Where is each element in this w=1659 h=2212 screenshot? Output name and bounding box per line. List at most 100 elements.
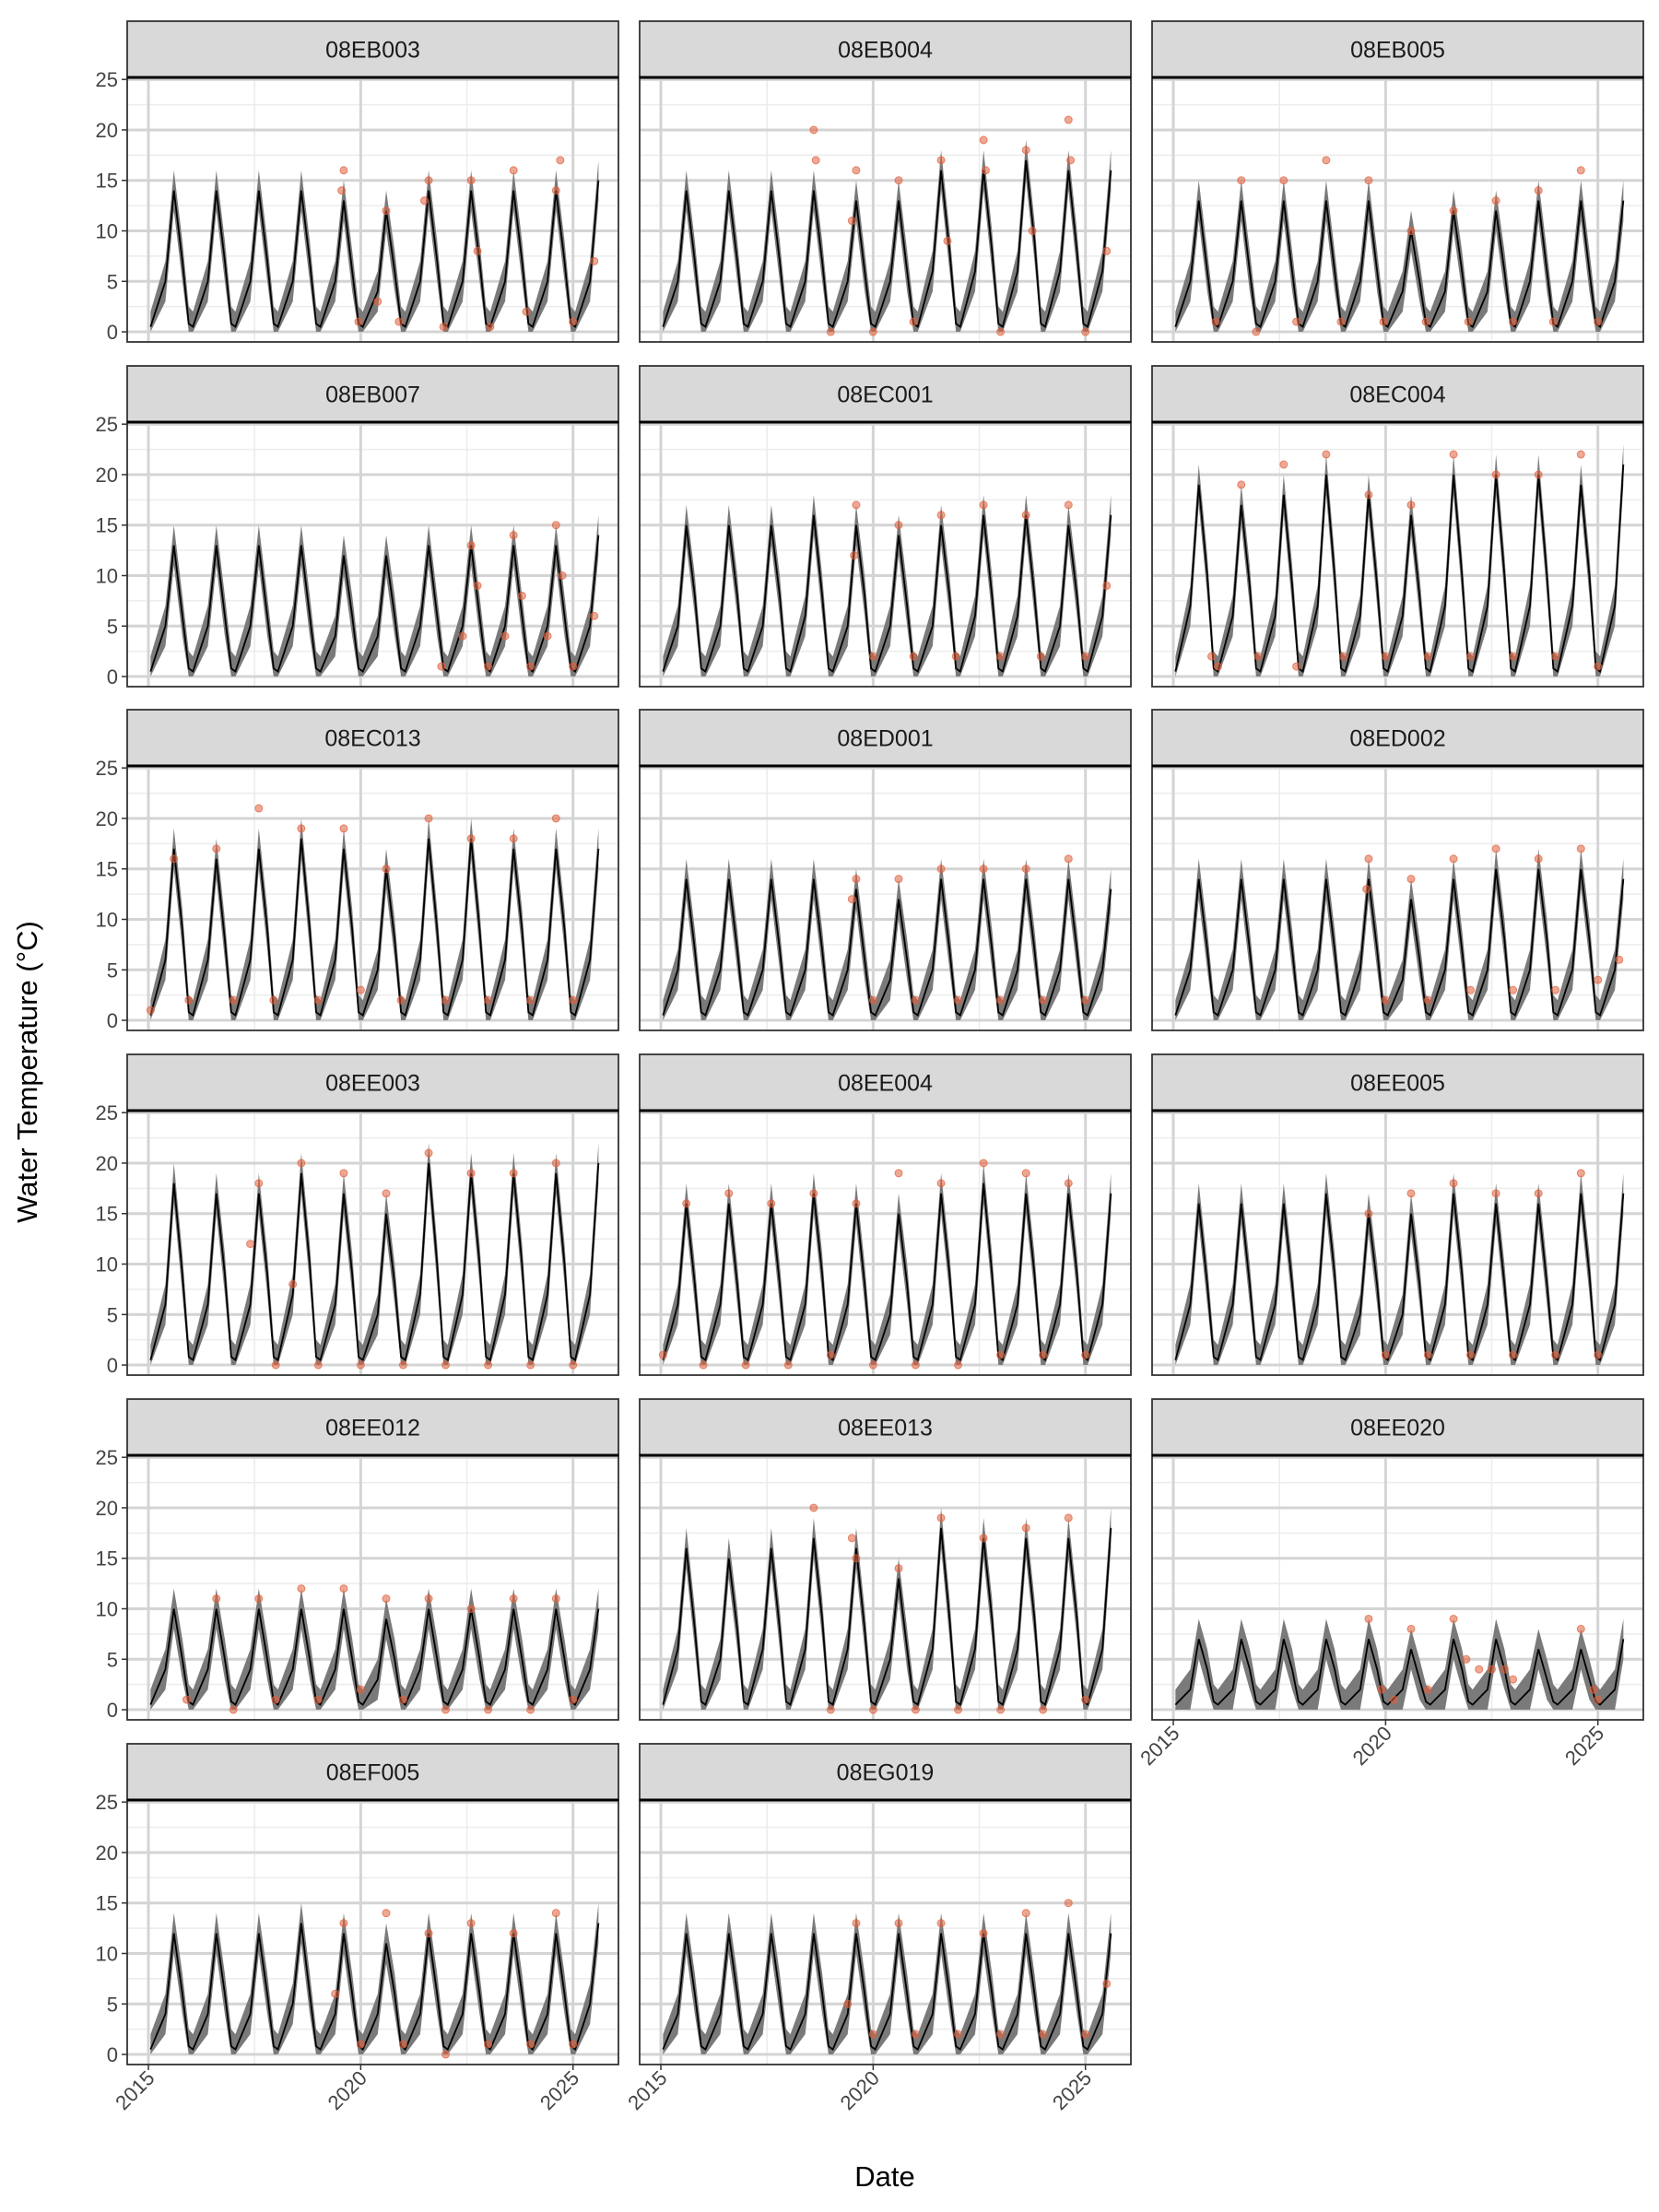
model-line [1174,1639,1625,1706]
observation-point [852,166,861,175]
y-tick-label: 15 [96,1203,118,1226]
observation-point [288,1279,298,1288]
y-tick-label: 5 [107,959,118,982]
observation-point [1028,227,1037,236]
y-tick-label: 25 [96,1791,118,1814]
observation-point [229,995,238,1005]
observation-point [909,652,918,661]
panel: 08EC004 [1151,365,1644,688]
observation-point [826,1705,835,1714]
model-line [1174,868,1625,1018]
observation-point [394,317,404,326]
observation-point [894,176,903,185]
observation-point [1039,995,1048,1005]
y-tick-label: 20 [96,119,118,142]
observation-point [439,323,448,332]
observation-point [184,995,194,1005]
observation-point [254,1594,264,1604]
observation-point [1594,1695,1603,1704]
observation-point [556,156,565,165]
observation-point [1021,1169,1030,1178]
observation-point [509,1169,518,1178]
observation-point [246,1240,255,1249]
y-tick-label: 0 [107,1354,118,1377]
observation-point [170,854,179,864]
y-tick-label: 25 [96,757,118,780]
observation-point [1423,1685,1432,1694]
observation-point [1576,1624,1585,1633]
strip [639,1743,1132,1801]
observation-point [1213,662,1222,671]
observation-point [1102,246,1112,255]
y-tick-label: 5 [107,1648,118,1671]
observation-point [868,2030,877,2039]
observation-point [313,995,323,1005]
model-line [1174,464,1625,674]
observation-point [847,1534,856,1543]
observation-point [466,1919,476,1928]
observation-point [441,2050,451,2059]
observation-point [868,1705,877,1714]
observation-point [1594,975,1603,984]
observation-point [954,995,963,1005]
observation-point [1449,206,1458,216]
observation-point [339,1169,348,1178]
observation-point [484,1360,493,1370]
observation-point [843,1999,853,2008]
observation-point [551,1909,560,1918]
observation-point [517,591,526,600]
observation-point [1406,875,1416,884]
observation-point [212,844,221,853]
observation-point [852,1554,861,1563]
observation-point [526,1360,535,1370]
observation-point [590,611,599,620]
x-tick-label: 2015 [1135,1722,1183,1770]
y-tick-label: 25 [96,1446,118,1469]
observation-point [996,2030,1006,2039]
observation-point [911,995,920,1005]
panel: 08EB004 [639,20,1132,343]
observation-point [526,2040,535,2049]
y-tick-label: 0 [107,2043,118,2066]
panel: 08ED001 [639,709,1132,1031]
observation-point [1206,652,1216,661]
observation-point [809,1189,818,1198]
observation-point [1491,844,1500,853]
observation-point [826,327,835,336]
observation-point [1500,1665,1509,1674]
observation-point [1021,1909,1030,1918]
observation-point [1064,1899,1073,1908]
x-axis-title: Date [854,2160,914,2193]
observation-point [1338,652,1347,661]
y-tick-label: 10 [96,1943,118,1966]
observation-point [951,652,960,661]
observation-point [1364,854,1373,864]
confidence-band [663,1912,1112,2055]
y-tick-label: 20 [96,1841,118,1865]
x-tick-label: 2020 [324,2066,371,2114]
observation-point [1081,1695,1090,1704]
observation-point [1462,1654,1471,1664]
observation-point [1364,1209,1373,1218]
observation-point [1211,317,1220,326]
x-tick-label: 2025 [535,2066,583,2114]
observation-point [509,531,518,540]
observation-point [1081,327,1090,336]
observation-point [1252,327,1261,336]
observation-point [847,217,856,226]
observation-point [356,1360,365,1370]
observation-point [356,985,365,994]
observation-point [852,500,861,510]
observation-point [146,1006,155,1015]
observation-point [979,1534,988,1543]
panel: 08EE004 [639,1053,1132,1376]
observation-point [936,1919,946,1928]
observation-point [229,1705,238,1714]
strip [639,20,1132,78]
strip-label: 08EB004 [838,38,933,64]
strip [1151,709,1644,767]
x-tick-label: 2020 [1348,1722,1396,1770]
observation-point [1322,450,1331,459]
observation-point [868,1360,877,1370]
observation-point [1594,662,1603,671]
